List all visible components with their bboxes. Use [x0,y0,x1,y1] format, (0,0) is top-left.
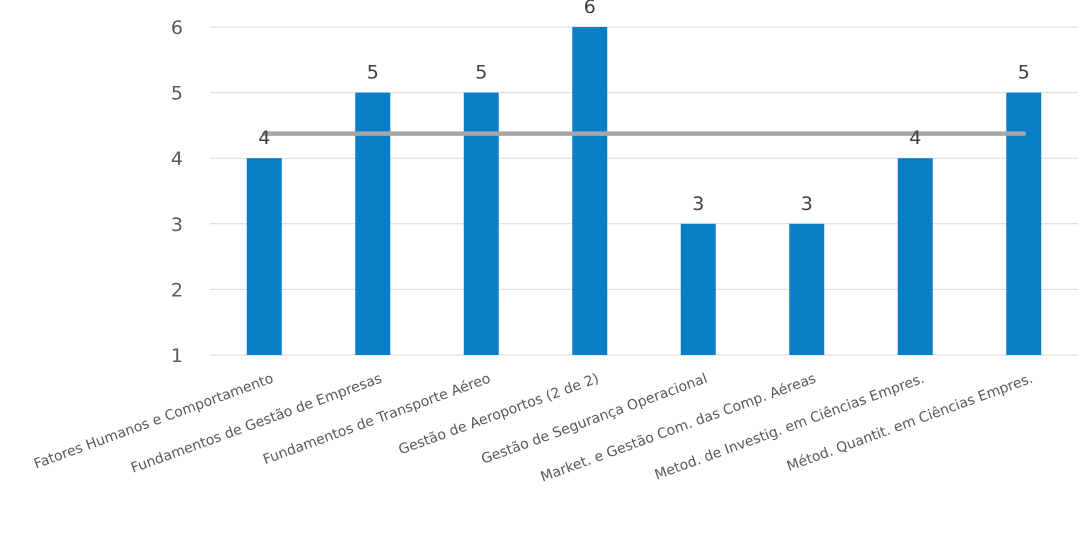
data-label: 5 [1018,62,1030,84]
bar [572,27,608,355]
data-label: 5 [475,62,487,84]
y-tick-label: 3 [171,214,183,236]
data-label: 4 [258,127,270,149]
data-label: 3 [801,193,813,215]
y-tick-label: 1 [171,345,183,367]
bar [680,223,716,355]
bar [1006,92,1042,355]
bar [789,223,825,355]
bar [897,158,933,355]
category-labels: Fatores Humanos e ComportamentoFundament… [32,371,1035,486]
bar [463,92,499,355]
bar-series [246,27,1042,355]
y-tick-label: 4 [171,148,183,170]
y-tick-label: 6 [171,17,183,39]
y-tick-label: 2 [171,279,183,301]
y-tick-label: 5 [171,83,183,105]
grid-layer [210,26,1078,356]
bar [246,158,282,355]
data-label: 5 [367,62,379,84]
data-labels: 4 5 5 6 3 3 4 5 [258,0,1030,215]
y-axis-ticks: 1 2 3 4 5 6 [171,17,183,367]
data-label: 3 [692,193,704,215]
data-label: 6 [584,0,596,18]
data-label: 4 [909,127,921,149]
bar [355,92,391,355]
